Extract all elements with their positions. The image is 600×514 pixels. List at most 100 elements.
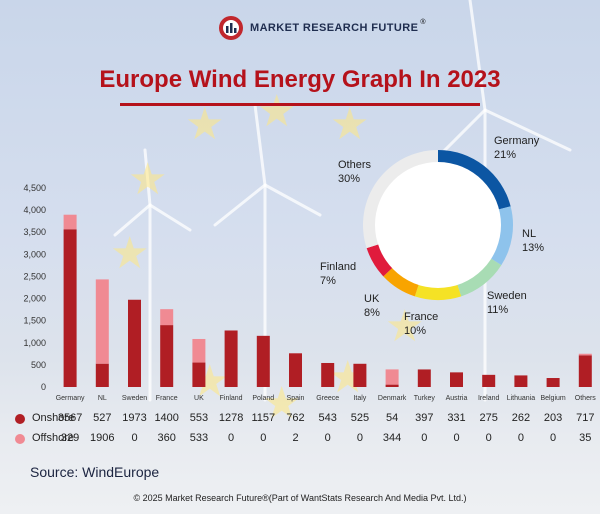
bar-offshore: [385, 369, 399, 385]
y-tick-label: 2,500: [23, 271, 46, 281]
donut-percent: 10%: [404, 325, 426, 337]
registered-mark: ®: [420, 18, 426, 26]
bar-onshore: [450, 372, 463, 387]
x-tick-label: Italy: [353, 395, 366, 402]
offshore-value: 0: [421, 432, 428, 444]
y-tick-label: 0: [41, 382, 46, 392]
y-tick-label: 4,000: [23, 205, 46, 215]
y-axis: 0 500 1,000 1,500 2,000 2,500 3,000 3,500 4,000 4…: [23, 183, 46, 392]
y-tick-label: 1,000: [23, 338, 46, 348]
offshore-value: 533: [189, 432, 209, 444]
eu-star: ★: [257, 87, 297, 136]
offshore-value: 0: [453, 432, 460, 444]
bar-onshore: [514, 375, 528, 387]
offshore-value: 0: [517, 432, 524, 444]
x-tick-label: Lithuania: [507, 395, 536, 402]
bar-onshore: [578, 355, 592, 387]
onshore-value: 331: [447, 412, 466, 424]
donut-percent: 7%: [320, 275, 336, 287]
donut-percent: 21%: [494, 149, 516, 161]
bar-offshore: [192, 338, 206, 363]
eu-star: ★: [128, 155, 168, 204]
offshore-legend-dot: [15, 434, 25, 444]
onshore-value: 1157: [251, 412, 276, 424]
turbine-blade: [263, 183, 322, 217]
bar-onshore: [192, 362, 206, 387]
turbine-blade: [143, 148, 152, 207]
onshore-value: 527: [93, 412, 112, 424]
bar-onshore: [256, 335, 270, 387]
x-tick-label: Austria: [446, 395, 468, 402]
onshore-value: 275: [479, 412, 498, 424]
donut-label: Germany: [494, 135, 540, 147]
turbine-blade: [213, 183, 267, 227]
x-axis: Germany NL Sweden France UK Finland Poland Spai…: [56, 395, 597, 402]
onshore-value: 553: [189, 412, 209, 424]
offshore-value: 0: [356, 432, 363, 444]
donut-label: Sweden: [487, 290, 527, 302]
bars: [63, 214, 592, 387]
x-tick-label: NL: [98, 395, 107, 402]
bar-onshore: [321, 362, 335, 387]
turbine-blade: [483, 108, 572, 152]
onshore-value: 1400: [154, 412, 179, 424]
offshore-value: 0: [228, 432, 235, 444]
onshore-value: 525: [350, 412, 370, 424]
x-tick-label: Belgium: [540, 395, 565, 402]
donut-label: Others: [338, 159, 372, 171]
bar-onshore: [63, 229, 77, 387]
donut-label: NL: [522, 228, 536, 240]
bar-onshore: [385, 384, 399, 387]
bar-onshore: [353, 363, 367, 387]
bar-onshore: [128, 299, 141, 387]
bar-onshore: [417, 369, 431, 387]
offshore-value: 344: [382, 432, 402, 444]
logo-icon: [219, 16, 243, 40]
donut-hole: [375, 162, 501, 288]
offshore-value: 0: [260, 432, 267, 444]
turbine-blade: [468, 0, 487, 112]
onshore-value: 1278: [218, 412, 244, 424]
source-note: Source: WindEurope: [30, 464, 160, 480]
page-title: Europe Wind Energy Graph In 2023: [99, 66, 501, 93]
x-tick-label: Ireland: [478, 395, 500, 402]
eu-star: ★: [110, 229, 150, 278]
onshore-legend-dot: [15, 414, 25, 424]
copyright-footer: © 2025 Market Research Future®(Part of W…: [133, 493, 467, 503]
donut-percent: 30%: [338, 173, 360, 185]
brand-name: MARKET RESEARCH FUTURE: [250, 22, 419, 34]
x-tick-label: Turkey: [414, 395, 436, 402]
onshore-value: 397: [415, 412, 434, 424]
turbine-blade: [113, 203, 152, 237]
y-tick-label: 1,500: [23, 316, 46, 326]
bar-offshore: [63, 214, 77, 230]
y-tick-label: 500: [31, 360, 46, 370]
turbine-blade: [253, 103, 267, 187]
bar-onshore: [160, 325, 174, 387]
y-tick-label: 4,500: [23, 183, 46, 193]
offshore-value: 2: [292, 432, 299, 444]
bar-onshore: [546, 378, 560, 387]
onshore-value: 54: [385, 412, 399, 424]
y-tick-label: 3,000: [23, 249, 46, 259]
bar-onshore: [95, 363, 109, 387]
onshore-value: 3567: [57, 412, 83, 424]
donut-percent: 13%: [522, 242, 544, 254]
bar-offshore: [95, 279, 109, 364]
eu-star: ★: [385, 302, 425, 351]
x-tick-label: Others: [575, 395, 597, 402]
bar-onshore: [482, 374, 496, 387]
x-tick-label: Sweden: [122, 395, 147, 402]
offshore-row-label: Offshore: [32, 432, 74, 444]
offshore-value: 1906: [90, 432, 115, 444]
donut-label: UK: [364, 293, 380, 305]
x-tick-label: Greece: [316, 395, 339, 402]
onshore-value: 543: [318, 412, 337, 424]
donut-percent: 11%: [487, 304, 508, 316]
x-tick-label: France: [156, 395, 178, 402]
eu-star: ★: [185, 100, 225, 149]
onshore-value: 203: [543, 412, 563, 424]
